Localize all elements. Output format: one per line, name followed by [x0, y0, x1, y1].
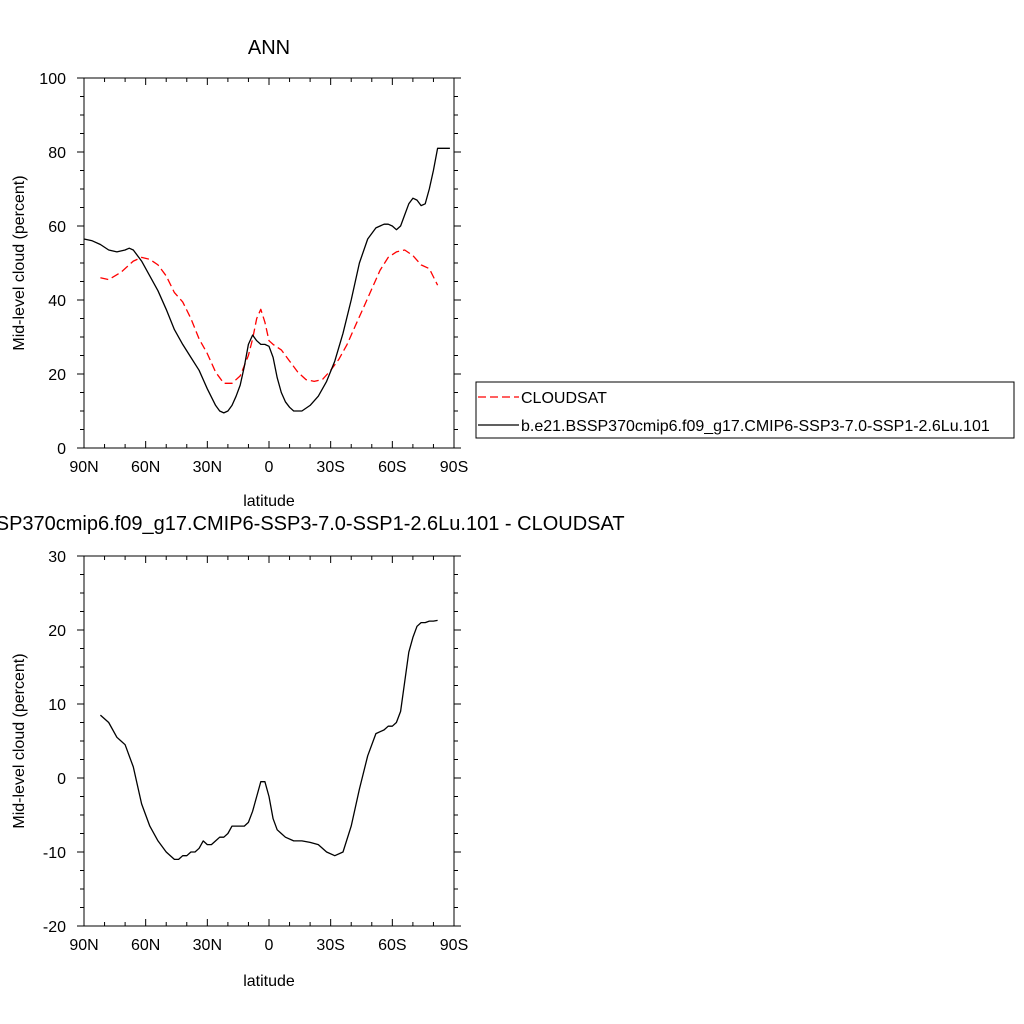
top-plot-frame — [83, 77, 455, 449]
x-tick-label: 60S — [378, 459, 406, 476]
x-tick-label: 30S — [316, 937, 344, 954]
x-tick-label: 90S — [440, 937, 468, 954]
x-tick-label: 60N — [131, 937, 160, 954]
top-series-lines — [83, 147, 450, 414]
bottom-x-axis-label: latitude — [243, 973, 295, 990]
top-x-axis-label: latitude — [243, 493, 295, 510]
series-line-2 — [83, 147, 450, 414]
x-tick-label: 0 — [265, 459, 274, 476]
y-tick-label: 100 — [39, 71, 66, 88]
y-tick-label: 0 — [57, 771, 66, 788]
top-y-axis-label: Mid-level cloud (percent) — [11, 175, 28, 350]
y-tick-label: 20 — [48, 623, 66, 640]
top-chart-title: ANN — [248, 37, 290, 59]
y-tick-label: -20 — [43, 919, 66, 936]
y-tick-label: 60 — [48, 219, 66, 236]
series-line-1 — [100, 249, 439, 384]
top-panel: ANN 90N 60N 30N 0 30S 60S 90S 0 20 40 60 80 100 lati… — [11, 37, 468, 510]
top-ticks: 90N 60N 30N 0 30S 60S 90S 0 20 40 60 80 100 — [39, 71, 468, 476]
bottom-panel: b.e21.BSSP370cmip6.f09_g17.CMIP6-SSP3-7.… — [0, 513, 625, 990]
x-tick-label: 90S — [440, 459, 468, 476]
x-tick-label: 90N — [69, 459, 98, 476]
legend: CLOUDSAT b.e21.BSSP370cmip6.f09_g17.CMIP… — [475, 381, 1015, 439]
y-tick-label: -10 — [43, 845, 66, 862]
x-tick-label: 90N — [69, 937, 98, 954]
x-tick-label: 60N — [131, 459, 160, 476]
y-tick-label: 80 — [48, 145, 66, 162]
y-tick-label: 20 — [48, 367, 66, 384]
x-tick-label: 30N — [193, 459, 222, 476]
bottom-y-axis-label: Mid-level cloud (percent) — [11, 653, 28, 828]
bottom-series-lines — [99, 619, 438, 861]
bottom-chart-title: b.e21.BSSP370cmip6.f09_g17.CMIP6-SSP3-7.… — [0, 513, 625, 535]
x-tick-label: 30S — [316, 459, 344, 476]
x-tick-label: 30N — [193, 937, 222, 954]
y-tick-label: 0 — [57, 441, 66, 458]
y-tick-label: 10 — [48, 697, 66, 714]
x-tick-label: 0 — [265, 937, 274, 954]
y-tick-label: 40 — [48, 293, 66, 310]
bottom-ticks: 90N 60N 30N 0 30S 60S 90S -20 -10 0 10 20 30 — [43, 549, 468, 954]
bottom-plot-frame — [83, 555, 455, 927]
x-tick-label: 60S — [378, 937, 406, 954]
y-tick-label: 30 — [48, 549, 66, 566]
legend-label-cloudsat: CLOUDSAT — [521, 390, 607, 407]
legend-label-model: b.e21.BSSP370cmip6.f09_g17.CMIP6-SSP3-7.… — [521, 418, 990, 435]
legend-box — [475, 381, 1015, 439]
series-line-1 — [99, 619, 438, 861]
